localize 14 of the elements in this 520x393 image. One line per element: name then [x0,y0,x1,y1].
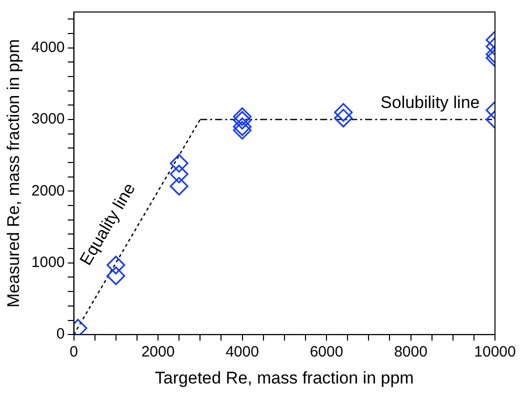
x-tick-label: 0 [70,344,78,361]
annotation: Solubility line [380,93,480,112]
x-tick-label: 4000 [226,344,259,361]
y-tick-label: 1000 [31,254,65,272]
x-tick-label: 8000 [394,344,428,361]
y-tick-label: 3000 [31,110,65,128]
y-tick-label: 2000 [31,182,65,200]
x-tick-label: 2000 [141,344,175,361]
x-tick-label: 6000 [310,344,344,361]
x-axis-title: Targeted Re, mass fraction in ppm [154,368,414,388]
y-axis-title: Measured Re, mass fraction in ppm [4,39,23,308]
y-tick-label: 0 [56,326,65,343]
x-tick-label: 10000 [474,344,516,361]
y-tick-label: 4000 [31,38,65,56]
